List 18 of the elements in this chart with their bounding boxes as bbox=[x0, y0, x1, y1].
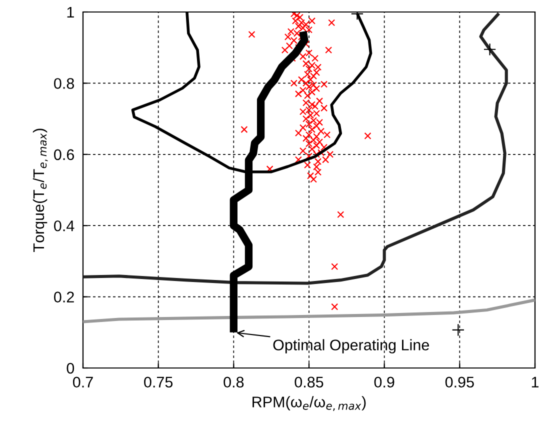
line-series bbox=[83, 298, 535, 324]
x-tick-label: 0.75 bbox=[144, 376, 173, 388]
line-series bbox=[83, 12, 508, 285]
x-tick-label: 0.7 bbox=[72, 376, 93, 388]
y-axis-title: Torque(T$_{e}$/T$_{e,max}$) bbox=[32, 128, 48, 252]
x-tick-label: 0.95 bbox=[445, 376, 474, 388]
y-tick-label: 1 bbox=[67, 7, 74, 18]
y-tick-label: 0.4 bbox=[54, 220, 74, 232]
y-tick-label: 0.2 bbox=[54, 292, 74, 302]
annotation: Optimal Operating Line bbox=[273, 339, 429, 354]
x-tick-label: 0.9 bbox=[374, 376, 394, 388]
y-tick-label: 0 bbox=[66, 362, 74, 374]
y-tick-label: 0.8 bbox=[54, 78, 74, 89]
x-tick-label: 0.8 bbox=[224, 376, 244, 388]
x-tick-label: 1 bbox=[532, 376, 539, 388]
y-tick-label: 0.6 bbox=[54, 149, 74, 160]
x-tick-label: 0.85 bbox=[294, 376, 324, 388]
x-axis-title: RPM(ω$_{e}$/ω$_{e,max}$) bbox=[252, 396, 366, 411]
